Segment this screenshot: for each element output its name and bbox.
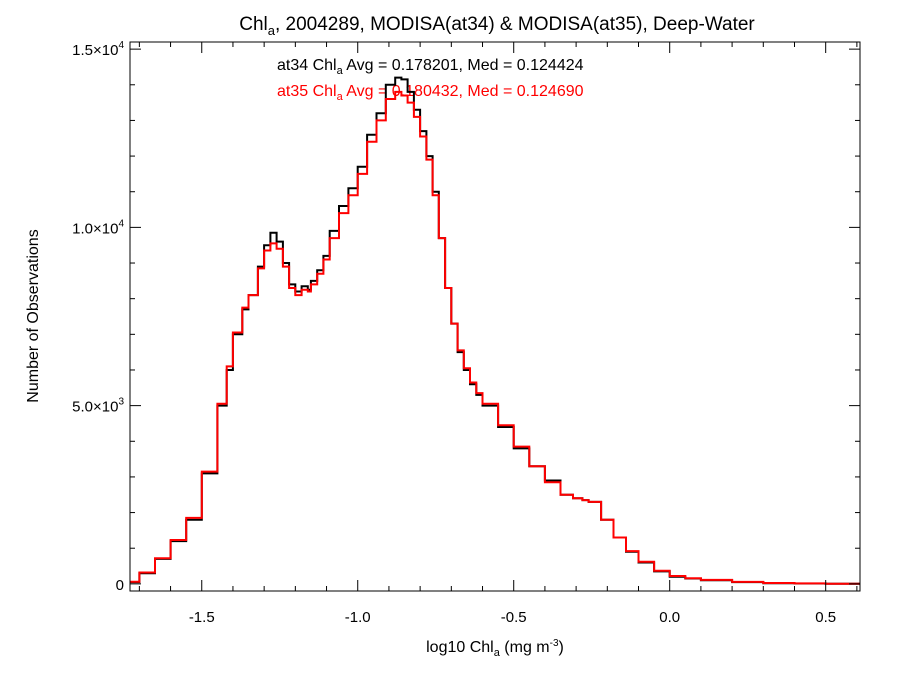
y-tick-label: 1.5×104 xyxy=(72,40,124,59)
x-tick-label: -0.5 xyxy=(501,609,527,626)
y-tick-label: 0 xyxy=(116,577,124,594)
x-tick-label: -1.5 xyxy=(189,609,215,626)
x-tick-label: 0.5 xyxy=(815,609,836,626)
x-axis-label: log10 Chla (mg m-3) xyxy=(426,638,564,659)
x-tick-label: 0.0 xyxy=(659,609,680,626)
annotation-at34: at34 Chla Avg = 0.178201, Med = 0.124424 xyxy=(277,57,584,77)
chart-title: Chla, 2004289, MODISA(at34) & MODISA(at3… xyxy=(239,14,755,38)
x-tick-label: -1.0 xyxy=(345,609,371,626)
y-tick-label: 1.0×104 xyxy=(72,218,124,237)
plot-frame xyxy=(129,41,861,592)
chart-title-subscript: a xyxy=(268,23,276,38)
series-line-1 xyxy=(130,90,860,585)
y-axis-label: Number of Observations xyxy=(25,229,42,402)
tick-layer: -1.5 -1.0 -0.5 0.0 0.5 0 5.0×103 1.0×104 1.5×104 xyxy=(72,40,860,626)
y-tick-label: 5.0×103 xyxy=(72,397,124,416)
series-layer xyxy=(130,76,860,585)
